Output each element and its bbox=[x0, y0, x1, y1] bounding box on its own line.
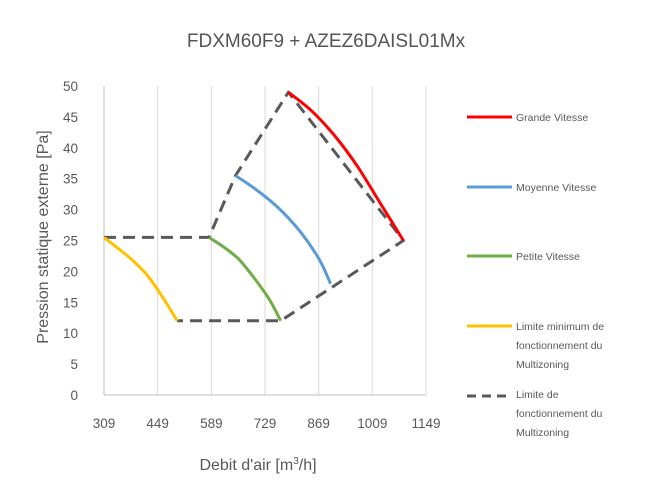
legend-label-limite-minimum-2: fonctionnement du bbox=[516, 340, 603, 352]
x-axis-label: Debit d'air [m3/h] bbox=[199, 456, 316, 474]
y-tick-label: 20 bbox=[63, 264, 78, 279]
legend-label-petite-vitesse: Petite Vitesse bbox=[516, 251, 580, 263]
series-layer bbox=[103, 90, 405, 323]
x-tick-label: 1149 bbox=[411, 416, 440, 431]
y-tick-label: 40 bbox=[63, 141, 78, 156]
y-axis-label: Pression statique externe [Pa] bbox=[35, 130, 52, 343]
grid-lines bbox=[103, 86, 427, 395]
x-axis-label-superscript: 3 bbox=[293, 456, 299, 467]
y-tick-label: 30 bbox=[63, 203, 78, 218]
legend-label-grande-vitesse: Grande Vitesse bbox=[516, 112, 588, 124]
legend-label-limite-fonctionnement-1: Limite de bbox=[516, 389, 559, 401]
y-tick-label: 15 bbox=[63, 295, 78, 310]
tick-labels: 309 449 589 729 869 1009 1149 0 5 10 15 20 25 30 35 40 4… bbox=[63, 79, 441, 431]
x-tick-label: 729 bbox=[254, 416, 277, 431]
y-tick-label: 25 bbox=[63, 234, 78, 249]
x-tick-label: 309 bbox=[93, 416, 116, 431]
legend-label-limite-minimum-3: Multizoning bbox=[516, 359, 569, 371]
x-tick-label: 449 bbox=[146, 416, 169, 431]
legend-label-limite-fonctionnement-2: fonctionnement du bbox=[516, 408, 603, 420]
legend-label-limite-minimum-1: Limite minimum de bbox=[516, 321, 604, 333]
series-line-limite-minimum-de-fonctionnement-du-multizoning bbox=[103, 236, 179, 322]
x-axis-label-suffix: /h] bbox=[299, 457, 317, 474]
y-tick-label: 45 bbox=[63, 110, 78, 125]
x-tick-label: 589 bbox=[200, 416, 223, 431]
x-axis-label-main: Debit d'air [m bbox=[199, 457, 293, 474]
y-tick-label: 50 bbox=[63, 79, 78, 94]
y-tick-label: 0 bbox=[70, 388, 78, 403]
legend: Grande Vitesse Moyenne Vitesse Petite Vi… bbox=[467, 112, 604, 439]
series-line-petite-vitesse bbox=[208, 236, 283, 322]
axes bbox=[103, 86, 426, 396]
series-line-grande-vitesse bbox=[287, 91, 405, 242]
legend-label-limite-fonctionnement-3: Multizoning bbox=[516, 427, 569, 439]
series-line-moyenne-vitesse bbox=[234, 174, 332, 285]
legend-label-moyenne-vitesse: Moyenne Vitesse bbox=[516, 182, 597, 194]
y-tick-label: 10 bbox=[63, 326, 78, 341]
x-tick-label: 869 bbox=[307, 416, 330, 431]
y-tick-label: 5 bbox=[70, 357, 78, 372]
chart-title: FDXM60F9 + AZEZ6DAISL01Mx bbox=[187, 31, 466, 52]
x-tick-label: 1009 bbox=[357, 416, 387, 431]
y-tick-label: 35 bbox=[63, 172, 78, 187]
series-line-limite-de-fonctionnement-du-multizoning bbox=[104, 90, 405, 323]
